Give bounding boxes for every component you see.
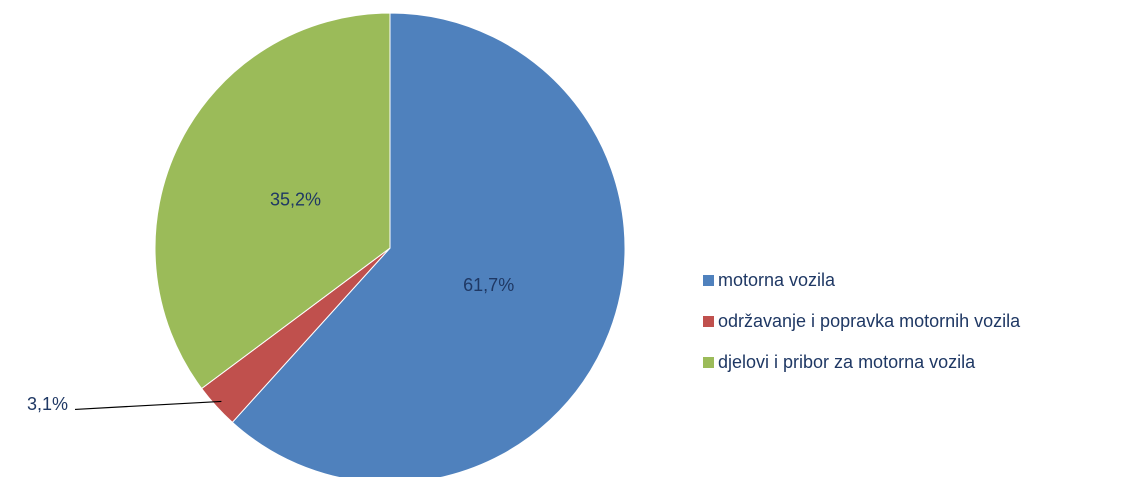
legend-label: motorna vozila	[718, 270, 836, 290]
slice-label: 61,7%	[463, 275, 514, 295]
pie-slice	[154, 12, 391, 390]
legend-swatch	[703, 275, 714, 286]
leader-line	[74, 400, 222, 411]
legend-swatch	[703, 357, 714, 368]
slice-label: 3,1%	[27, 394, 68, 414]
legend-label: održavanje i popravka motornih vozila	[718, 311, 1021, 331]
slice-label: 35,2%	[270, 189, 321, 209]
legend-swatch	[703, 316, 714, 327]
pie-slice	[231, 12, 626, 477]
legend-label: djelovi i pribor za motorna vozila	[718, 352, 976, 372]
